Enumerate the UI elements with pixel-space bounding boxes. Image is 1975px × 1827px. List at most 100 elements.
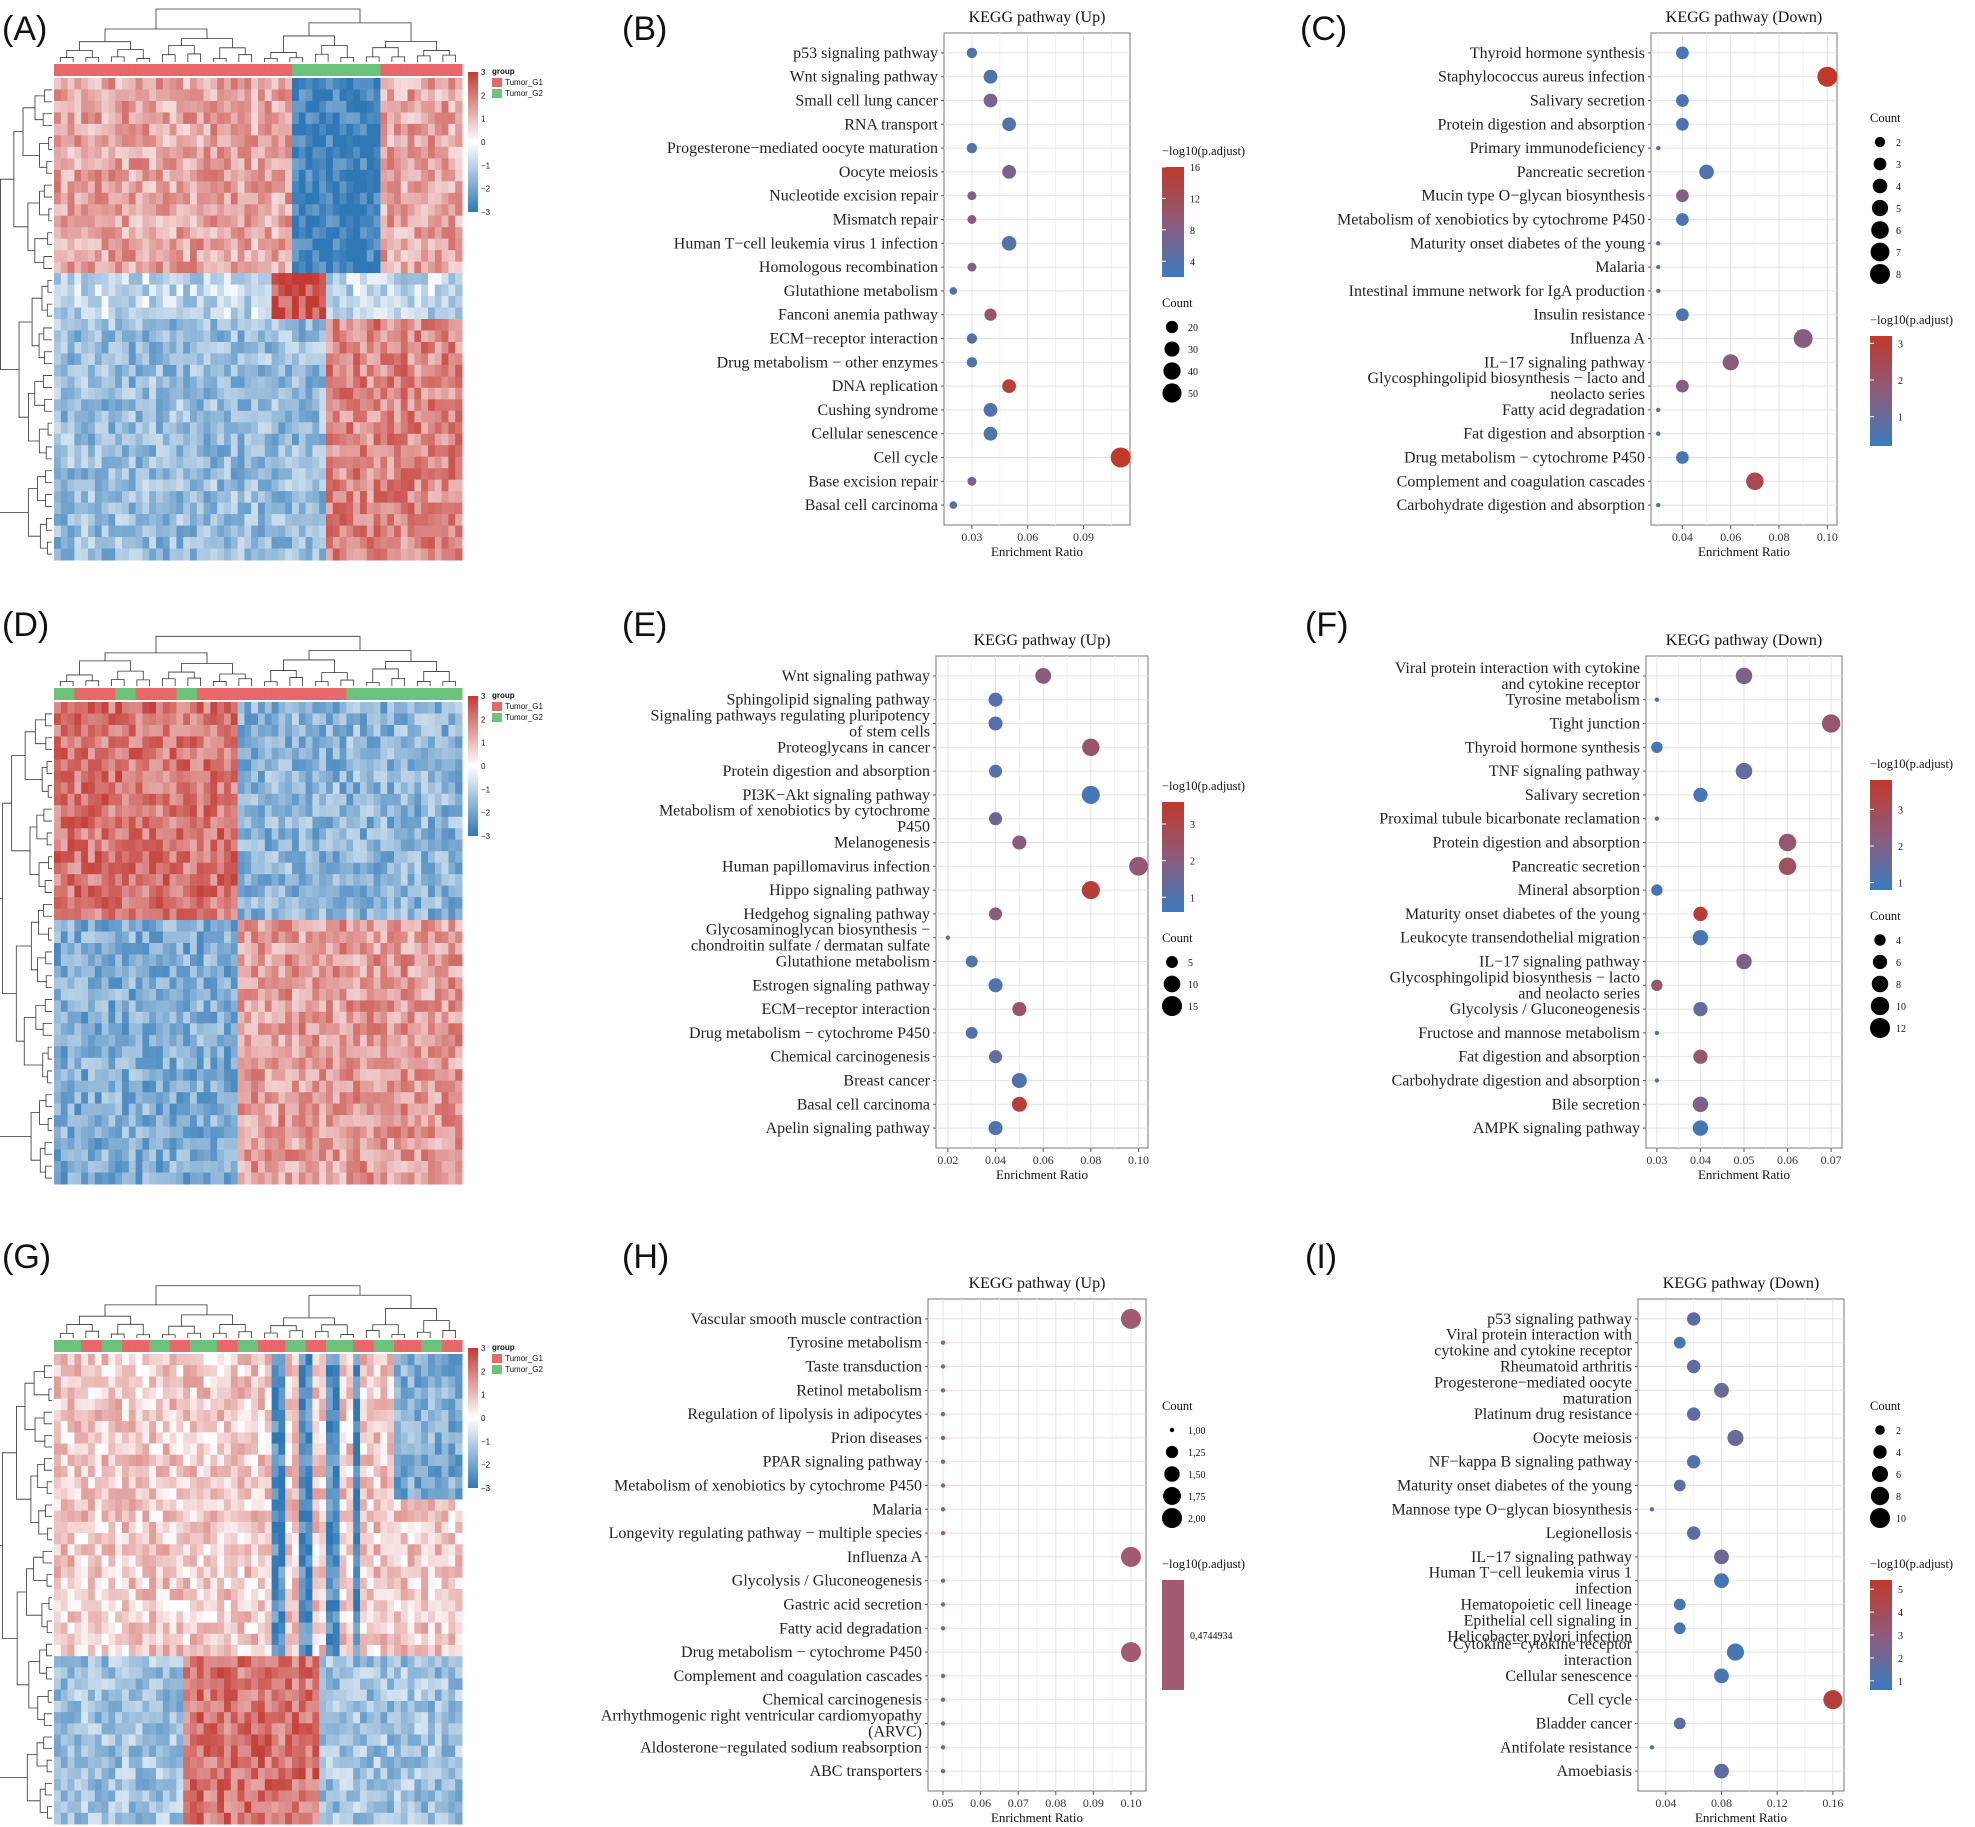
heatmap-cell-d-2-9 (115, 724, 123, 737)
heatmap-cell-a-26-37 (305, 376, 313, 389)
heatmap-cell-a-4-12 (135, 123, 143, 136)
heatmap-cell-d-6-35 (292, 770, 300, 783)
heatmap-cell-a-19-46 (366, 296, 375, 309)
heatmap-cell-a-6-4 (81, 146, 89, 159)
heatmap-cell-d-19-38 (312, 920, 320, 933)
heatmap-cell-a-5-8 (108, 135, 116, 148)
heatmap-cell-a-27-36 (298, 387, 307, 400)
heatmap-cell-d-8-28 (244, 793, 252, 806)
heatmap-cell-d-14-16 (162, 862, 171, 875)
heatmap-cell-a-30-45 (360, 422, 368, 435)
heatmap-cell-d-34-12 (135, 1092, 143, 1105)
heatmap-cell-d-6-26 (230, 770, 239, 783)
heatmap-cell-d-21-41 (332, 943, 341, 955)
heatmap-cell-a-26-30 (258, 376, 266, 389)
heatmap-cell-d-32-15 (156, 1069, 164, 1082)
col-branch-d-0-10 (187, 677, 202, 686)
heatmap-cell-d-10-35 (292, 816, 300, 829)
heatmap-cell-a-13-21 (196, 227, 205, 240)
heatmap-cell-d-1-45 (360, 713, 368, 726)
heatmap-cell-d-30-6 (94, 1046, 103, 1059)
heatmap-cell-a-20-4 (81, 307, 89, 320)
heatmap-cell-d-18-29 (251, 908, 259, 921)
heatmap-cell-d-17-29 (251, 897, 259, 910)
heatmap-cell-a-17-5 (88, 273, 96, 286)
heatmap-cell-d-22-52 (407, 954, 415, 967)
heatmap-cell-d-26-8 (108, 1000, 116, 1013)
heatmap-cell-a-2-23 (210, 100, 218, 113)
heatmap-cell-d-1-40 (326, 713, 334, 726)
heatmap-cell-a-33-38 (312, 456, 320, 469)
heatmap-cell-d-22-6 (94, 954, 103, 967)
heatmap-cell-d-3-32 (271, 736, 279, 749)
heatmap-cell-a-10-3 (74, 192, 82, 205)
heatmap-cell-a-19-54 (421, 296, 429, 309)
heatmap-cell-d-31-8 (108, 1057, 116, 1070)
heatmap-cell-d-14-29 (251, 862, 259, 875)
heatmap-cell-a-41-17 (169, 548, 177, 561)
heatmap-cell-d-32-24 (217, 1069, 225, 1082)
heatmap-cell-a-12-5 (88, 215, 96, 228)
heatmap-cell-d-25-25 (224, 988, 232, 1001)
heatmap-cell-a-2-46 (366, 100, 375, 113)
heatmap-cell-d-1-38 (312, 713, 320, 726)
heatmap-cell-a-7-10 (122, 158, 130, 171)
heatmap-cell-d-19-36 (298, 920, 307, 933)
heatmap-cell-a-41-38 (312, 548, 320, 561)
heatmap-cell-a-34-56 (434, 468, 443, 481)
heatmap-cell-d-16-49 (387, 885, 395, 898)
heatmap-cell-d-0-59 (455, 702, 463, 714)
heatmap-cell-d-9-4 (81, 805, 89, 818)
heatmap-cell-a-17-59 (455, 273, 463, 286)
heatmap-cell-d-3-37 (305, 736, 313, 749)
heatmap-cell-d-21-47 (373, 943, 381, 955)
heatmap-cell-a-15-20 (190, 250, 198, 263)
heatmap-cell-a-21-1 (60, 319, 69, 331)
heatmap-scale-label-a-0: 3 (481, 68, 486, 77)
heatmap-cell-a-35-30 (258, 479, 266, 492)
heatmap-cell-a-39-50 (394, 525, 402, 538)
heatmap-cell-a-2-20 (190, 100, 198, 113)
heatmap-cell-d-13-54 (421, 851, 429, 864)
heatmap-cell-d-17-45 (360, 897, 368, 910)
heatmap-cell-d-23-42 (339, 965, 347, 978)
heatmap-cell-d-6-39 (319, 770, 327, 783)
heatmap-cell-a-26-34 (285, 376, 293, 389)
heatmap-cell-a-9-31 (264, 181, 273, 194)
heatmap-cell-a-2-19 (183, 100, 191, 113)
heatmap-cell-d-14-18 (176, 862, 184, 875)
row-branch-a-1-14 (38, 428, 49, 454)
heatmap-cell-d-4-15 (156, 747, 164, 760)
heatmap-cell-a-20-2 (67, 307, 75, 320)
heatmap-cell-a-18-4 (81, 284, 89, 297)
heatmap-cell-a-37-6 (94, 502, 103, 515)
heatmap-cell-d-32-58 (448, 1069, 456, 1082)
heatmap-cell-a-4-49 (387, 123, 395, 136)
heatmap-cell-d-34-47 (373, 1092, 381, 1105)
heatmap-cell-a-29-41 (332, 410, 341, 423)
heatmap-cell-a-2-43 (346, 100, 354, 113)
heatmap-cell-d-9-50 (394, 805, 402, 818)
heatmap-cell-d-34-45 (360, 1092, 368, 1105)
heatmap-cell-a-1-2 (67, 89, 75, 102)
heatmap-cell-d-31-30 (258, 1057, 266, 1070)
row-branch-a-0-26 (44, 398, 52, 412)
heatmap-cell-d-10-38 (312, 816, 320, 829)
heatmap-cell-a-28-58 (448, 399, 456, 412)
heatmap-cell-d-10-44 (353, 816, 361, 829)
heatmap-cell-a-14-50 (394, 238, 402, 251)
heatmap-cell-d-27-3 (74, 1011, 82, 1024)
heatmap-cell-a-15-53 (414, 250, 422, 263)
heatmap-cell-a-29-29 (251, 410, 259, 423)
heatmap-cell-a-35-4 (81, 479, 89, 492)
heatmap-cell-a-4-8 (108, 123, 116, 136)
heatmap-cell-d-13-1 (60, 851, 69, 864)
heatmap-cell-d-7-37 (305, 782, 313, 795)
heatmap-cell-d-30-19 (183, 1046, 191, 1059)
heatmap-cell-a-28-18 (176, 399, 184, 412)
heatmap-cell-d-10-42 (339, 816, 347, 829)
heatmap-cell-a-2-48 (380, 100, 388, 113)
heatmap-cell-a-33-22 (203, 456, 211, 469)
heatmap-cell-a-22-13 (142, 330, 150, 343)
heatmap-cell-d-15-41 (332, 874, 341, 887)
